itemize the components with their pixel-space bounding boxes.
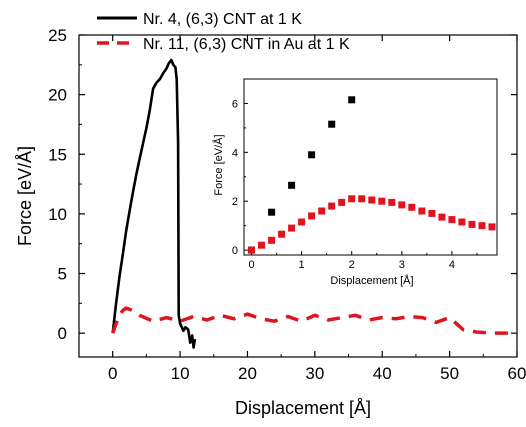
- inset-point-series-2: [358, 195, 366, 203]
- inset-x-tick-label-4: 4: [449, 259, 455, 271]
- inset-point-series-2: [478, 222, 486, 230]
- inset-point-series-2: [248, 246, 255, 254]
- inset-point-series-2: [398, 201, 406, 209]
- inset-plot: 0 1 2 3 4 0 2 4 6: [232, 78, 498, 271]
- inset-y-axis-label: Force [eV/Å]: [212, 134, 225, 195]
- inset-point-series-2: [378, 197, 386, 205]
- main-y-tick-label-0: 0: [58, 324, 67, 343]
- inset-x-tick-label-2: 2: [349, 259, 355, 271]
- inset-point-series-2: [388, 198, 396, 206]
- legend: Nr. 4, (6,3) CNT at 1 K Nr. 11, (6,3) CN…: [97, 11, 350, 53]
- main-y-tick-label-3: 15: [48, 145, 67, 164]
- inset-point-series-2: [278, 230, 286, 238]
- inset-point-series-2: [258, 241, 265, 249]
- inset-point-series-2: [408, 203, 416, 211]
- inset-point-series-1: [268, 208, 276, 216]
- inset-point-series-1: [308, 151, 316, 159]
- main-series-line-1: [111, 58, 197, 349]
- inset-point-series-2: [448, 216, 456, 224]
- main-y-tick-label-1: 5: [58, 265, 67, 284]
- main-x-tick-label-1: 10: [171, 364, 190, 383]
- inset-y-tick-label-2: 4: [232, 147, 238, 159]
- inset-point-series-1: [288, 181, 296, 189]
- inset-x-tick-label-0: 0: [248, 259, 254, 271]
- inset-x-tick-label-3: 3: [399, 259, 405, 271]
- main-x-tick-label-2: 20: [238, 364, 257, 383]
- inset-x-axis-label: Displacement [Å]: [330, 274, 413, 287]
- inset-point-series-2: [438, 213, 446, 221]
- main-series-line-2: [111, 306, 517, 335]
- inset-point-series-2: [298, 218, 306, 226]
- main-y-axis-label: Force [eV/Å]: [15, 146, 35, 246]
- inset-point-series-2: [488, 223, 496, 231]
- main-x-tick-label-0: 0: [108, 364, 117, 383]
- inset-y-tick-label-3: 6: [232, 98, 238, 110]
- inset-point-series-1: [348, 96, 356, 104]
- main-x-tick-label-3: 30: [305, 364, 324, 383]
- inset-point-series-2: [328, 202, 336, 210]
- inset-point-series-2: [458, 218, 466, 226]
- inset-point-series-2: [288, 224, 296, 232]
- main-x-tick-label-4: 40: [373, 364, 392, 383]
- inset-point-series-2: [348, 195, 356, 203]
- inset-y-tick-label-1: 2: [232, 196, 238, 208]
- legend-label-series-1: Nr. 4, (6,3) CNT at 1 K: [143, 11, 302, 28]
- inset-point-series-2: [418, 207, 426, 215]
- inset-point-series-2: [338, 198, 346, 206]
- inset-x-tick-label-1: 1: [299, 259, 305, 271]
- main-y-tick-label-4: 20: [48, 86, 67, 105]
- main-y-tick-label-5: 25: [48, 26, 67, 45]
- inset-y-tick-label-0: 0: [232, 245, 238, 257]
- legend-label-series-2: Nr. 11, (6,3) CNT in Au at 1 K: [143, 36, 350, 53]
- inset-point-series-2: [368, 196, 376, 204]
- main-x-tick-label-6: 60: [508, 364, 526, 383]
- inset-point-series-2: [308, 212, 316, 220]
- main-x-axis-label: Displacement [Å]: [235, 398, 371, 418]
- inset-point-series-2: [268, 236, 276, 244]
- inset-plot-frame: [243, 78, 498, 256]
- main-y-tick-label-2: 10: [48, 205, 67, 224]
- main-x-tick-label-5: 50: [440, 364, 459, 383]
- inset-point-series-2: [468, 220, 476, 228]
- inset-point-series-2: [428, 209, 436, 217]
- inset-point-series-2: [318, 207, 326, 215]
- inset-point-series-1: [328, 120, 336, 128]
- main-plot-frame: [78, 34, 518, 358]
